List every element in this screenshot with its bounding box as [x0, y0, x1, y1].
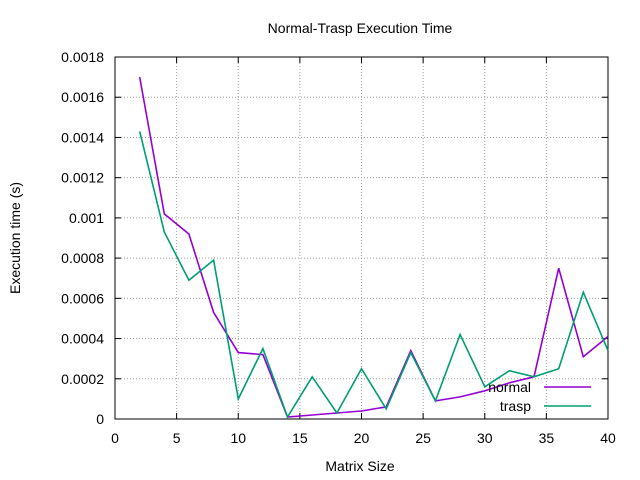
x-tick-label: 25: [415, 430, 431, 446]
x-axis-label: Matrix Size: [325, 458, 394, 474]
y-tick-label: 0.001: [69, 210, 104, 226]
series-line-trasp: [138, 131, 609, 419]
x-tick-label: 10: [230, 430, 246, 446]
x-tick-label: 35: [539, 430, 555, 446]
chart-title: Normal-Trasp Execution Time: [268, 20, 453, 36]
x-tick-label: 15: [292, 430, 308, 446]
y-tick-label: 0.0014: [61, 129, 104, 145]
y-tick-label: 0.0018: [61, 49, 104, 65]
y-tick-label: 0.0002: [61, 371, 104, 387]
grid-layer: [115, 57, 608, 419]
x-tick-label: 20: [354, 430, 370, 446]
y-tick-label: 0.0016: [61, 89, 104, 105]
y-tick-label: 0: [96, 411, 104, 427]
y-tick-label: 0.0006: [61, 290, 104, 306]
x-tick-label: 40: [600, 430, 616, 446]
y-tick-label: 0.0012: [61, 170, 104, 186]
x-tick-label: 30: [477, 430, 493, 446]
y-axis-label: Execution time (s): [7, 182, 23, 294]
series-line-normal: [138, 76, 609, 418]
legend-label-trasp: trasp: [500, 398, 531, 414]
y-tick-label: 0.0008: [61, 250, 104, 266]
legend: normal trasp: [488, 379, 591, 414]
x-tick-label: 5: [173, 430, 181, 446]
series-layer: [138, 76, 609, 419]
x-tick-label: 0: [111, 430, 119, 446]
y-tick-label: 0.0004: [61, 331, 104, 347]
axes-layer: 0 5 10 15 20 25 30 35 40 0 0.0002 0.0004 0.0006 0.000…: [61, 49, 616, 446]
legend-label-normal: normal: [488, 379, 531, 395]
